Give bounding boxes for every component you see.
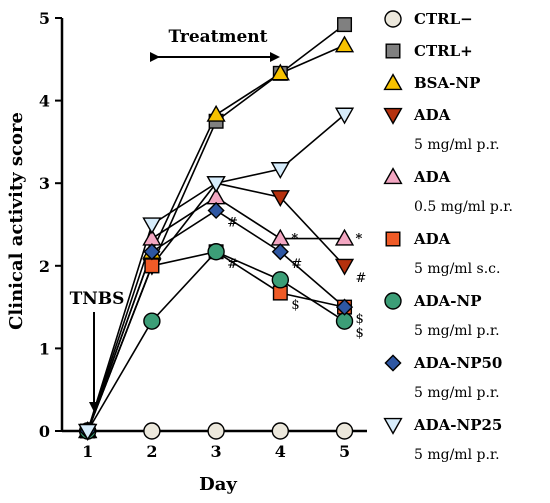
series-line (86, 250, 345, 432)
significance-mark: $ (356, 312, 364, 327)
legend-label: ADA-NP (413, 292, 482, 310)
data-point (207, 422, 225, 440)
x-tick-label: 4 (275, 442, 286, 461)
treatment-annotation: Treatment (150, 27, 280, 62)
x-tick-label: 5 (339, 442, 350, 461)
data-point (337, 17, 353, 33)
treatment-label: Treatment (168, 27, 267, 47)
data-point (143, 312, 161, 330)
legend-sublabel: 5 mg/ml p.r. (414, 323, 500, 339)
legend-label: BSA-NP (414, 74, 480, 92)
x-tick-label: 1 (82, 442, 93, 461)
legend-item: ADA-NP 5 mg/ml p.r. (384, 292, 500, 339)
legend-item: ADA-NP50 5 mg/ml p.r. (384, 354, 502, 401)
data-point (270, 162, 290, 179)
legend-label: CTRL− (414, 10, 473, 28)
x-tick-label: 3 (211, 442, 222, 461)
data-point (271, 271, 290, 289)
legend-label: ADA-NP25 (413, 416, 502, 434)
series-line (86, 196, 345, 432)
legend-marker (384, 10, 402, 28)
legend-marker (384, 292, 402, 310)
data-point (143, 243, 161, 261)
legend-marker (384, 354, 402, 372)
significance-mark: # (291, 257, 302, 272)
legend-item: ADA-NP25 5 mg/ml p.r. (383, 416, 502, 463)
legend-item: ADA 5 mg/ml p.r. (383, 106, 500, 153)
y-ticks: 0 1 2 3 4 5 (39, 9, 62, 441)
significance-mark: * (356, 232, 363, 247)
legend-label: ADA (413, 230, 451, 248)
significance-mark: * (291, 232, 298, 247)
legend-item: CTRL− (384, 10, 473, 28)
legend-label: ADA (413, 168, 451, 186)
y-tick-label: 2 (39, 257, 50, 276)
data-point (335, 298, 354, 316)
series-markers (78, 17, 355, 441)
y-tick-label: 0 (39, 422, 50, 441)
legend-marker (385, 43, 401, 59)
x-axis-label: Day (199, 474, 237, 495)
y-tick-label: 3 (39, 174, 50, 193)
y-tick-label: 1 (39, 339, 50, 358)
x-tick-label: 2 (146, 442, 157, 461)
legend-item: BSA-NP (383, 73, 480, 92)
significance-marks: * *## ##$$$ (227, 215, 366, 341)
data-point (335, 422, 354, 440)
y-axis-label: Clinical activity score (6, 112, 27, 330)
legend-sublabel: 5 mg/ml p.r. (414, 137, 500, 153)
legend-sublabel: 5 mg/ml p.r. (414, 385, 500, 401)
significance-mark: $ (291, 298, 299, 313)
data-point (334, 228, 355, 246)
significance-mark: # (227, 215, 238, 230)
legend: CTRL− CTRL+ BSA-NP ADA 5 mg/ml p.r. ADA 0.5 mg… (383, 10, 513, 463)
tnbs-label: TNBS (70, 289, 125, 309)
series-line (86, 23, 346, 432)
legend-label: CTRL+ (414, 42, 473, 60)
data-point (142, 217, 162, 235)
legend-marker (385, 231, 401, 247)
legend-sublabel: 5 mg/ml p.r. (414, 447, 500, 463)
data-point (270, 63, 290, 81)
data-point (144, 258, 160, 274)
data-point (334, 107, 355, 125)
significance-mark: # (356, 271, 367, 286)
data-point (206, 104, 226, 122)
series-line (86, 114, 346, 432)
legend-item: ADA 0.5 mg/ml p.r. (383, 167, 513, 215)
legend-marker (383, 73, 403, 91)
legend-sublabel: 0.5 mg/ml p.r. (414, 199, 513, 215)
series-lines (86, 23, 346, 432)
legend-item: ADA 5 mg/ml s.c. (385, 230, 500, 277)
data-point (207, 243, 225, 261)
data-point (207, 201, 225, 220)
data-point (271, 243, 289, 261)
legend-marker (383, 167, 403, 185)
y-tick-label: 5 (39, 9, 50, 28)
data-point (143, 422, 161, 440)
data-point (271, 422, 290, 440)
legend-marker (383, 417, 403, 435)
data-point (334, 258, 355, 276)
y-tick-label: 4 (39, 92, 50, 111)
tnbs-annotation: TNBS (70, 289, 125, 412)
legend-item: CTRL+ (385, 42, 473, 60)
data-point (206, 176, 226, 194)
series-line (86, 250, 345, 432)
legend-label: ADA-NP50 (413, 354, 502, 372)
data-point (334, 35, 355, 53)
legend-marker (383, 107, 403, 125)
legend-label: ADA (413, 106, 451, 124)
data-point (270, 228, 290, 246)
data-point (270, 190, 290, 208)
data-point (78, 423, 98, 441)
legend-sublabel: 5 mg/ml s.c. (414, 261, 500, 277)
significance-mark: # (227, 257, 238, 272)
significance-mark: $ (356, 326, 364, 341)
